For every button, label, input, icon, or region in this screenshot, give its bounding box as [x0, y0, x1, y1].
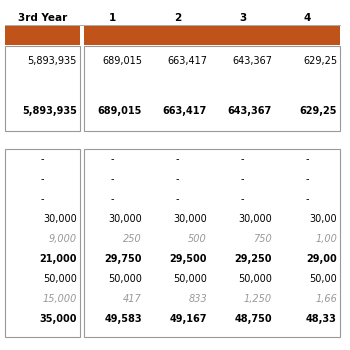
Bar: [5, 46, 80, 131]
Text: 15,000: 15,000: [43, 294, 77, 304]
Text: 250: 250: [123, 234, 142, 244]
Text: 50,000: 50,000: [43, 274, 77, 284]
Text: -: -: [306, 154, 309, 164]
Text: 50,00: 50,00: [309, 274, 337, 284]
Text: 35,000: 35,000: [40, 314, 77, 324]
Text: 29,750: 29,750: [105, 254, 142, 264]
Text: 643,367: 643,367: [228, 106, 272, 116]
Text: 49,583: 49,583: [104, 314, 142, 324]
Bar: [5, 26, 80, 45]
Text: 30,000: 30,000: [173, 214, 207, 224]
Text: -: -: [176, 154, 179, 164]
Text: -: -: [176, 194, 179, 204]
Text: 3: 3: [239, 13, 246, 23]
Text: 3rd Year: 3rd Year: [18, 13, 67, 23]
Text: -: -: [41, 174, 44, 184]
Text: 1: 1: [109, 13, 116, 23]
Bar: [5, 149, 80, 337]
Text: 2: 2: [174, 13, 181, 23]
Text: 30,000: 30,000: [238, 214, 272, 224]
Text: 49,167: 49,167: [169, 314, 207, 324]
Text: 643,367: 643,367: [232, 56, 272, 66]
Text: 629,25: 629,25: [300, 106, 337, 116]
Text: -: -: [111, 154, 114, 164]
Bar: [84, 26, 340, 45]
Text: 30,000: 30,000: [43, 214, 77, 224]
Text: -: -: [41, 194, 44, 204]
Text: 417: 417: [123, 294, 142, 304]
Text: 689,015: 689,015: [102, 56, 142, 66]
Text: 4: 4: [304, 13, 311, 23]
Text: 689,015: 689,015: [98, 106, 142, 116]
Text: -: -: [306, 194, 309, 204]
Text: 50,000: 50,000: [108, 274, 142, 284]
Text: -: -: [41, 154, 44, 164]
Text: -: -: [176, 174, 179, 184]
Text: 500: 500: [188, 234, 207, 244]
Text: -: -: [306, 174, 309, 184]
Text: 29,00: 29,00: [306, 254, 337, 264]
Text: 833: 833: [188, 294, 207, 304]
Text: 29,250: 29,250: [234, 254, 272, 264]
Text: -: -: [241, 194, 244, 204]
Text: 750: 750: [253, 234, 272, 244]
Text: 48,750: 48,750: [234, 314, 272, 324]
Text: 663,417: 663,417: [163, 106, 207, 116]
Text: -: -: [111, 174, 114, 184]
Text: 5,893,935: 5,893,935: [28, 56, 77, 66]
Text: 50,000: 50,000: [173, 274, 207, 284]
Text: 1,66: 1,66: [315, 294, 337, 304]
Bar: [84, 46, 340, 131]
Text: 663,417: 663,417: [167, 56, 207, 66]
Text: -: -: [241, 174, 244, 184]
Text: 29,500: 29,500: [169, 254, 207, 264]
Text: 50,000: 50,000: [238, 274, 272, 284]
Text: 1,00: 1,00: [315, 234, 337, 244]
Text: 629,25: 629,25: [303, 56, 337, 66]
Text: 1,250: 1,250: [244, 294, 272, 304]
Text: 21,000: 21,000: [40, 254, 77, 264]
Text: -: -: [111, 194, 114, 204]
Text: 48,33: 48,33: [306, 314, 337, 324]
Text: 9,000: 9,000: [49, 234, 77, 244]
Text: 5,893,935: 5,893,935: [22, 106, 77, 116]
Text: -: -: [241, 154, 244, 164]
Text: 30,00: 30,00: [309, 214, 337, 224]
Bar: [84, 149, 340, 337]
Text: 30,000: 30,000: [108, 214, 142, 224]
